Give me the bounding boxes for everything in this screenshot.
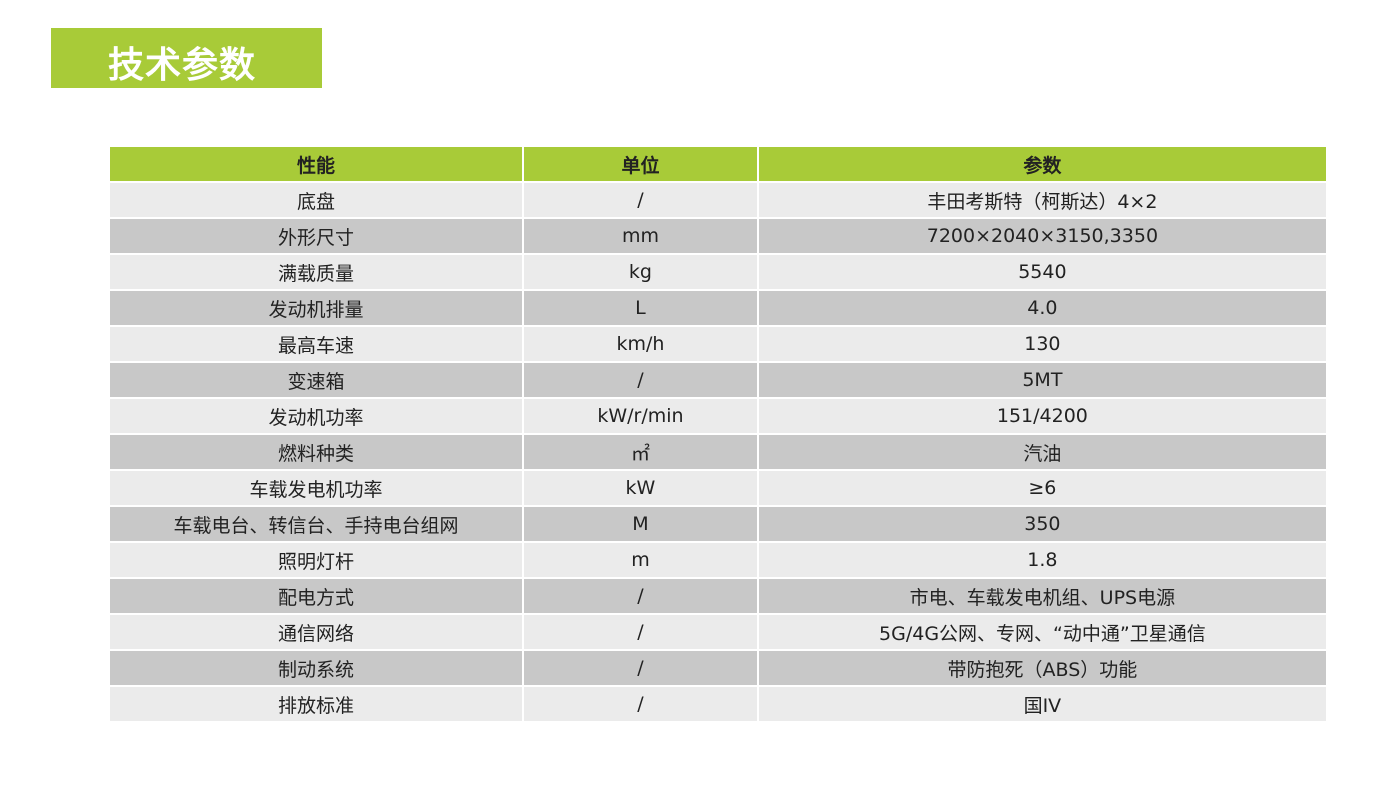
table-row: 车载电台、转信台、手持电台组网 M 350 bbox=[107, 505, 1329, 543]
cell-performance: 变速箱 bbox=[107, 361, 525, 399]
table-row: 最高车速 km/h 130 bbox=[107, 325, 1329, 363]
cell-unit: / bbox=[522, 613, 759, 651]
cell-parameter: 带防抱死（ABS）功能 bbox=[756, 649, 1329, 687]
cell-parameter: 7200×2040×3150,3350 bbox=[756, 217, 1329, 255]
cell-performance: 满载质量 bbox=[107, 253, 525, 291]
header-parameter: 参数 bbox=[756, 145, 1329, 183]
cell-performance: 燃料种类 bbox=[107, 433, 525, 471]
table-row: 外形尺寸 mm 7200×2040×3150,3350 bbox=[107, 217, 1329, 255]
table-header-row: 性能 单位 参数 bbox=[107, 145, 1329, 183]
table-row: 制动系统 / 带防抱死（ABS）功能 bbox=[107, 649, 1329, 687]
cell-parameter: 4.0 bbox=[756, 289, 1329, 327]
page-title: 技术参数 bbox=[108, 45, 257, 86]
cell-performance: 最高车速 bbox=[107, 325, 525, 363]
table-row: 配电方式 / 市电、车载发电机组、UPS电源 bbox=[107, 577, 1329, 615]
cell-unit: kg bbox=[522, 253, 759, 291]
cell-performance: 通信网络 bbox=[107, 613, 525, 651]
cell-unit: / bbox=[522, 685, 759, 723]
cell-unit: km/h bbox=[522, 325, 759, 363]
cell-parameter: 350 bbox=[756, 505, 1329, 543]
cell-parameter: 5540 bbox=[756, 253, 1329, 291]
cell-unit: m bbox=[522, 541, 759, 579]
cell-performance: 发动机排量 bbox=[107, 289, 525, 327]
cell-parameter: 5G/4G公网、专网、“动中通”卫星通信 bbox=[756, 613, 1329, 651]
cell-unit: ㎡ bbox=[522, 433, 759, 471]
spec-table: 性能 单位 参数 底盘 / 丰田考斯特（柯斯达）4×2 外形尺寸 mm 7200×2040… bbox=[107, 145, 1329, 723]
cell-unit: L bbox=[522, 289, 759, 327]
table-row: 满载质量 kg 5540 bbox=[107, 253, 1329, 291]
cell-performance: 车载电台、转信台、手持电台组网 bbox=[107, 505, 525, 543]
cell-parameter: 汽油 bbox=[756, 433, 1329, 471]
cell-unit: M bbox=[522, 505, 759, 543]
cell-parameter: ≥6 bbox=[756, 469, 1329, 507]
cell-parameter: 1.8 bbox=[756, 541, 1329, 579]
cell-unit: mm bbox=[522, 217, 759, 255]
cell-performance: 车载发电机功率 bbox=[107, 469, 525, 507]
cell-parameter: 丰田考斯特（柯斯达）4×2 bbox=[756, 181, 1329, 219]
table-row: 车载发电机功率 kW ≥6 bbox=[107, 469, 1329, 507]
cell-unit: kW/r/min bbox=[522, 397, 759, 435]
title-banner: 技术参数 bbox=[51, 28, 322, 88]
cell-unit: / bbox=[522, 649, 759, 687]
table-row: 底盘 / 丰田考斯特（柯斯达）4×2 bbox=[107, 181, 1329, 219]
header-unit: 单位 bbox=[522, 145, 759, 183]
cell-performance: 配电方式 bbox=[107, 577, 525, 615]
table-row: 发动机功率 kW/r/min 151/4200 bbox=[107, 397, 1329, 435]
table-row: 通信网络/5G/4G公网、专网、“动中通”卫星通信 bbox=[107, 613, 1329, 651]
cell-parameter: 市电、车载发电机组、UPS电源 bbox=[756, 577, 1329, 615]
cell-performance: 照明灯杆 bbox=[107, 541, 525, 579]
cell-performance: 排放标准 bbox=[107, 685, 525, 723]
cell-performance: 外形尺寸 bbox=[107, 217, 525, 255]
cell-unit: / bbox=[522, 577, 759, 615]
cell-performance: 底盘 bbox=[107, 181, 525, 219]
cell-parameter: 151/4200 bbox=[756, 397, 1329, 435]
cell-parameter: 130 bbox=[756, 325, 1329, 363]
cell-parameter: 5MT bbox=[756, 361, 1329, 399]
table-row: 照明灯杆 m 1.8 bbox=[107, 541, 1329, 579]
table-row: 发动机排量 L 4.0 bbox=[107, 289, 1329, 327]
cell-parameter: 国IV bbox=[756, 685, 1329, 723]
cell-unit: kW bbox=[522, 469, 759, 507]
header-performance: 性能 bbox=[107, 145, 525, 183]
cell-performance: 发动机功率 bbox=[107, 397, 525, 435]
table-row: 变速箱/5MT bbox=[107, 361, 1329, 399]
cell-unit: / bbox=[522, 181, 759, 219]
cell-unit: / bbox=[522, 361, 759, 399]
cell-performance: 制动系统 bbox=[107, 649, 525, 687]
table-row: 排放标准 / 国IV bbox=[107, 685, 1329, 723]
